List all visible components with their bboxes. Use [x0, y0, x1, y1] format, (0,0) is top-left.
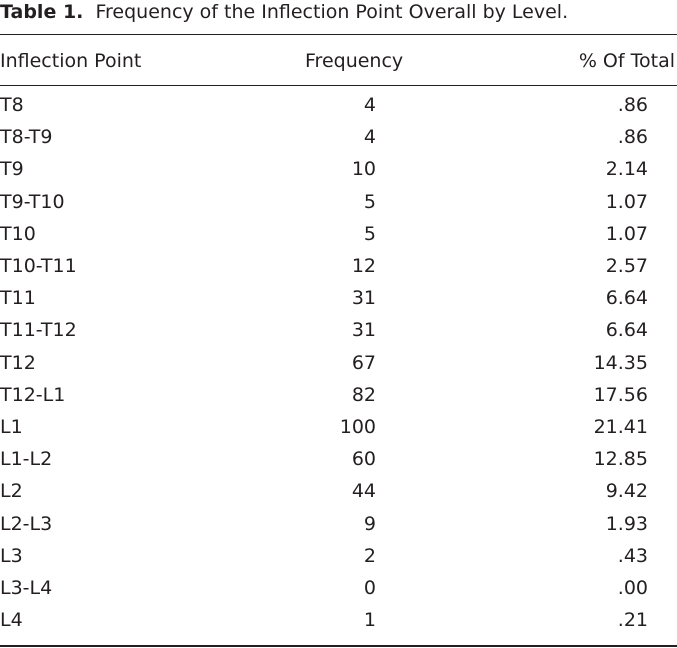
cell: 12.85 [593, 448, 648, 471]
row-label: T11 [0, 287, 36, 310]
cell: 14.35 [593, 351, 648, 374]
cell: 1 [363, 609, 376, 632]
row-label: T10-T11 [0, 255, 77, 277]
row-label: T8 [0, 94, 24, 116]
row-label: T11-T12 [0, 319, 77, 342]
cell: 4 [363, 126, 376, 149]
caption-label: Table 1. [0, 1, 84, 23]
row-label: L4 [0, 609, 23, 632]
cell: 67 [351, 351, 376, 374]
column-header: Frequency [305, 50, 404, 72]
table-caption: Table 1. Frequency of the Inflection Poi… [0, 0, 568, 24]
cell: 5 [363, 222, 376, 245]
cell: 100 [339, 416, 376, 438]
cell: 2.57 [605, 255, 648, 277]
cell: 12 [351, 255, 376, 277]
cell: 6.64 [605, 319, 648, 342]
cell: 1.07 [605, 222, 648, 245]
row-label: T8-T9 [0, 126, 53, 149]
cell: .00 [617, 577, 648, 599]
cell: 9 [363, 512, 376, 535]
caption-text: Frequency of the Inflection Point Overal… [95, 1, 569, 23]
cell: 0 [363, 577, 376, 599]
cell: 9.42 [605, 480, 648, 503]
cell: 44 [351, 480, 376, 503]
cell: 1.07 [605, 190, 648, 213]
bottom-rule [0, 645, 677, 647]
row-label: L3 [0, 544, 23, 567]
row-label: L1-L2 [0, 448, 53, 471]
cell: 21.41 [593, 416, 648, 438]
cell: 10 [351, 158, 376, 181]
row-label: L3-L4 [0, 577, 53, 599]
row-label: T9-T10 [0, 190, 65, 213]
cell: 60 [351, 448, 376, 471]
cell: 6.64 [605, 287, 648, 310]
cell: 82 [351, 383, 376, 406]
row-label: T12 [0, 351, 36, 374]
row-label: T12-L1 [0, 383, 66, 406]
cell: 31 [351, 319, 376, 342]
row-label: L1 [0, 416, 23, 438]
cell: 5 [363, 190, 376, 213]
column-header: Inflection Point [0, 50, 142, 72]
cell: 4 [363, 94, 376, 116]
cell: 1.93 [605, 512, 648, 535]
cell: .43 [617, 544, 648, 567]
cell: 2 [363, 544, 376, 567]
row-label: T10 [0, 222, 36, 245]
column-header: % Of Total [578, 50, 675, 72]
cell: 2.14 [605, 158, 648, 181]
cell: .86 [617, 126, 648, 149]
row-label: L2-L3 [0, 512, 53, 535]
cell: .86 [617, 94, 648, 116]
row-label: L2 [0, 480, 23, 503]
header-rule [0, 85, 677, 86]
cell: 31 [351, 287, 376, 310]
cell: .21 [617, 609, 648, 632]
cell: 17.56 [593, 383, 648, 406]
top-rule [0, 34, 677, 35]
row-label: T9 [0, 158, 24, 181]
